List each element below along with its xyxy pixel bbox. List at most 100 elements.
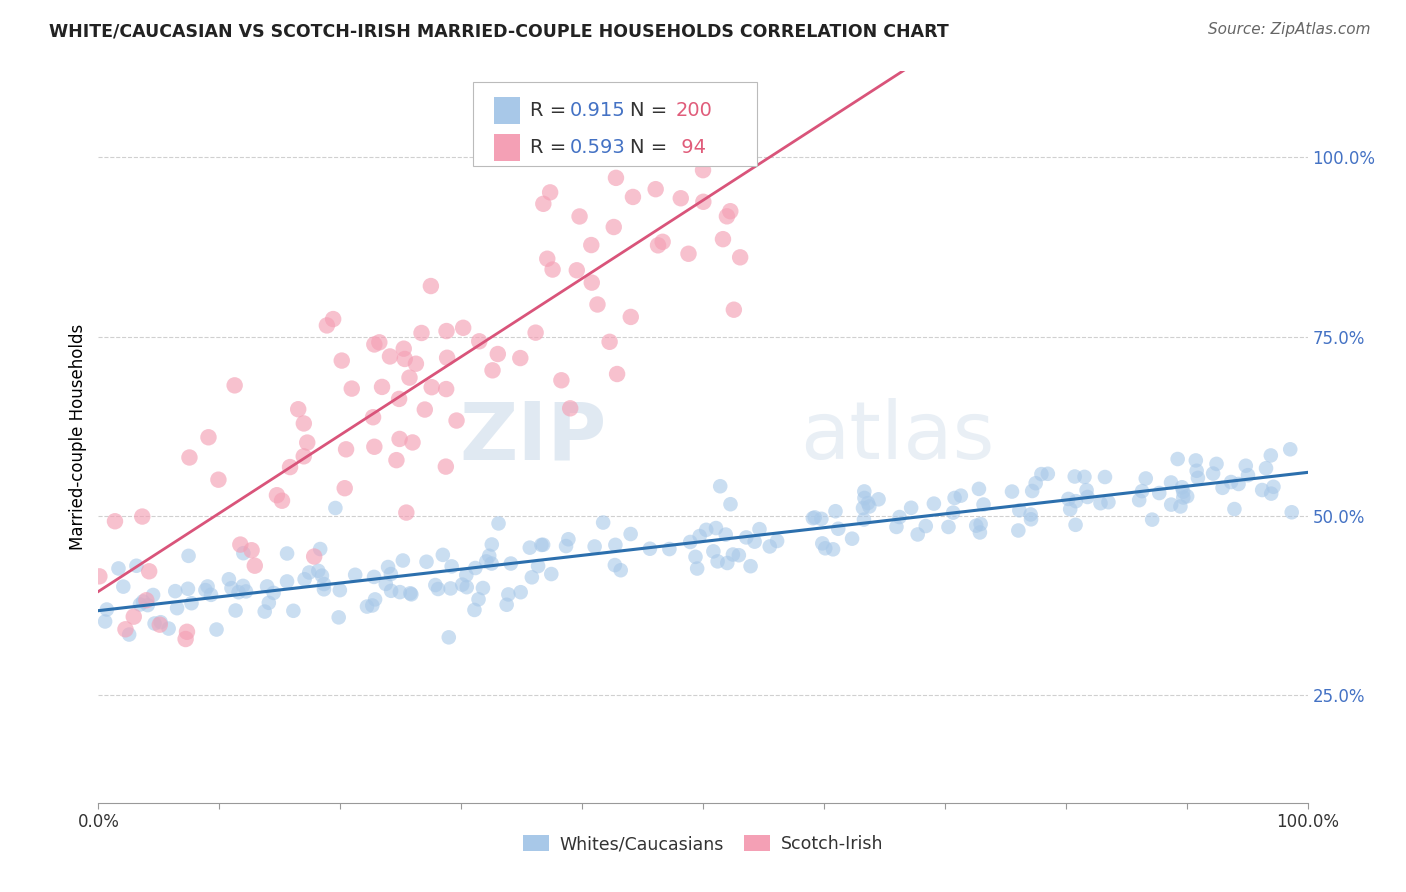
Point	[1205, 457, 1227, 471]
Point	[464, 561, 486, 575]
Point	[475, 554, 498, 568]
Point	[292, 450, 315, 464]
Point	[436, 351, 458, 365]
Point	[378, 350, 401, 364]
Point	[803, 510, 825, 524]
Point	[709, 479, 731, 493]
Point	[138, 564, 160, 578]
Point	[340, 382, 363, 396]
Point	[266, 488, 288, 502]
Point	[1173, 484, 1195, 499]
Point	[965, 518, 987, 533]
Point	[706, 554, 728, 568]
Point	[1237, 468, 1260, 483]
Point	[727, 548, 749, 562]
Point	[243, 558, 266, 573]
Point	[943, 491, 966, 505]
Text: ZIP: ZIP	[458, 398, 606, 476]
Point	[581, 276, 603, 290]
Point	[467, 592, 489, 607]
Point	[432, 548, 454, 562]
Point	[527, 559, 550, 574]
Point	[298, 566, 321, 580]
Point	[495, 598, 517, 612]
Point	[922, 497, 945, 511]
Point	[174, 632, 197, 646]
Point	[232, 546, 254, 560]
Point	[388, 585, 411, 599]
Point	[499, 557, 522, 571]
Point	[702, 544, 724, 558]
Text: 0.593: 0.593	[569, 138, 626, 157]
Point	[599, 334, 621, 349]
Point	[718, 204, 741, 219]
Point	[706, 26, 728, 40]
Point	[486, 347, 509, 361]
Point	[1076, 483, 1098, 498]
Point	[811, 536, 834, 550]
Point	[568, 210, 591, 224]
Point	[225, 603, 247, 617]
Point	[1031, 467, 1053, 481]
Point	[685, 549, 707, 564]
Text: atlas: atlas	[800, 398, 994, 476]
Point	[330, 353, 353, 368]
Point	[302, 549, 325, 564]
Point	[1025, 476, 1047, 491]
Point	[740, 559, 762, 574]
Point	[419, 279, 441, 293]
Point	[1036, 467, 1059, 481]
Point	[122, 609, 145, 624]
Point	[374, 577, 396, 591]
Point	[471, 581, 494, 595]
Point	[194, 582, 217, 597]
Point	[1128, 493, 1150, 508]
Point	[827, 522, 849, 536]
Point	[380, 583, 402, 598]
Point	[658, 542, 681, 557]
Point	[858, 500, 880, 514]
Point	[1008, 503, 1031, 517]
Point	[315, 318, 337, 333]
Point	[131, 509, 153, 524]
Point	[1135, 471, 1157, 485]
Point	[425, 578, 447, 592]
Point	[536, 252, 558, 266]
Point	[232, 579, 254, 593]
Point	[1001, 484, 1024, 499]
Text: WHITE/CAUCASIAN VS SCOTCH-IRISH MARRIED-COUPLE HOUSEHOLDS CORRELATION CHART: WHITE/CAUCASIAN VS SCOTCH-IRISH MARRIED-…	[49, 22, 949, 40]
Point	[309, 542, 332, 557]
Point	[1279, 442, 1302, 457]
Point	[364, 592, 387, 607]
Point	[344, 567, 367, 582]
Point	[814, 541, 837, 556]
Point	[224, 378, 246, 392]
Point	[603, 558, 626, 573]
Point	[263, 586, 285, 600]
Point	[969, 516, 991, 531]
Text: 200: 200	[675, 101, 711, 120]
Point	[969, 525, 991, 540]
Text: 94: 94	[675, 138, 706, 157]
Point	[617, 112, 640, 126]
Point	[112, 580, 135, 594]
Point	[686, 561, 709, 575]
Point	[256, 579, 278, 593]
Point	[1263, 480, 1285, 494]
Point	[388, 432, 411, 446]
Point	[328, 610, 350, 624]
Point	[1254, 461, 1277, 475]
Point	[385, 453, 408, 467]
Point	[651, 235, 673, 249]
Point	[118, 627, 141, 641]
Point	[294, 572, 316, 586]
Point	[405, 357, 427, 371]
Point	[439, 582, 461, 596]
Point	[1160, 498, 1182, 512]
Point	[361, 410, 384, 425]
Point	[437, 630, 460, 644]
Point	[176, 624, 198, 639]
Point	[716, 210, 738, 224]
FancyBboxPatch shape	[494, 96, 520, 125]
Point	[538, 186, 561, 200]
